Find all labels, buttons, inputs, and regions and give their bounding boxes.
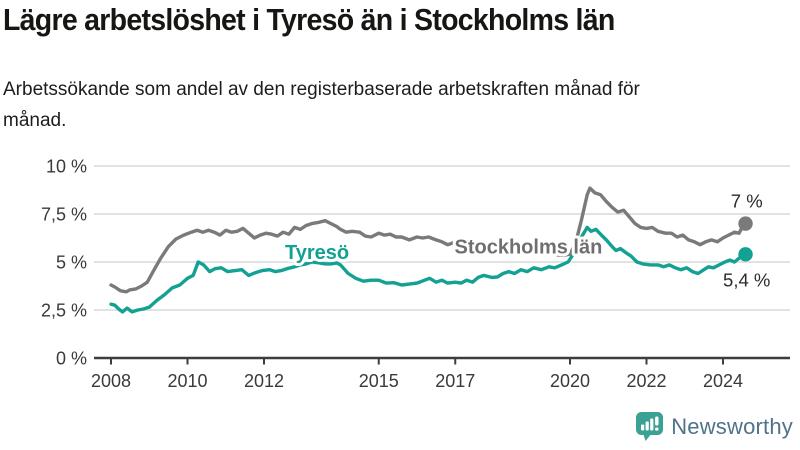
series-label-stockholms-l-n: Stockholms län xyxy=(454,236,602,258)
x-axis-tick-label: 2022 xyxy=(626,371,666,391)
latest-value-dot-tyres- xyxy=(738,247,753,262)
y-axis-tick-label: 5 % xyxy=(56,253,87,273)
x-axis-tick-label: 2010 xyxy=(167,371,207,391)
series-label-tyres-: Tyresö xyxy=(285,242,349,264)
page-title: Lägre arbetslöshet i Tyresö än i Stockho… xyxy=(3,2,615,37)
chart-subtitle: Arbetssökande som andel av den registerb… xyxy=(3,79,640,131)
y-axis-tick-label: 0 % xyxy=(56,349,87,369)
unemployment-line-chart: 10 % 7,5 % 5 % 2,5 % 0 %2008 2010 2012 2015 2017… xyxy=(41,157,790,391)
x-axis-tick-label: 2012 xyxy=(244,371,284,391)
series-line-tyres- xyxy=(109,225,746,314)
newsworthy-bar-chart-pin-icon xyxy=(636,412,664,441)
y-axis-tick-label: 10 % xyxy=(46,157,87,177)
x-axis-tick-label: 2020 xyxy=(550,371,590,391)
x-axis-tick-label: 2017 xyxy=(435,371,475,391)
brand-name: Newsworthy xyxy=(671,413,793,439)
y-axis-tick-label: 2,5 % xyxy=(41,301,87,321)
logo-pin-shape xyxy=(636,412,664,441)
logo-bars-glyph xyxy=(641,416,659,431)
newsworthy-logo: Newsworthy xyxy=(635,411,793,442)
y-axis-tick-label: 7,5 % xyxy=(41,205,87,225)
series-line-stockholms-l-n xyxy=(109,186,746,294)
x-axis-tick-label: 2015 xyxy=(359,371,399,391)
x-axis-tick-label: 2008 xyxy=(91,371,131,391)
latest-value-label-stockholms-l-n: 7 % xyxy=(731,190,763,211)
latest-value-label-tyres-: 5,4 % xyxy=(723,270,770,291)
x-axis-tick-label: 2024 xyxy=(703,371,743,391)
latest-value-dot-stockholms-l-n xyxy=(738,216,753,231)
